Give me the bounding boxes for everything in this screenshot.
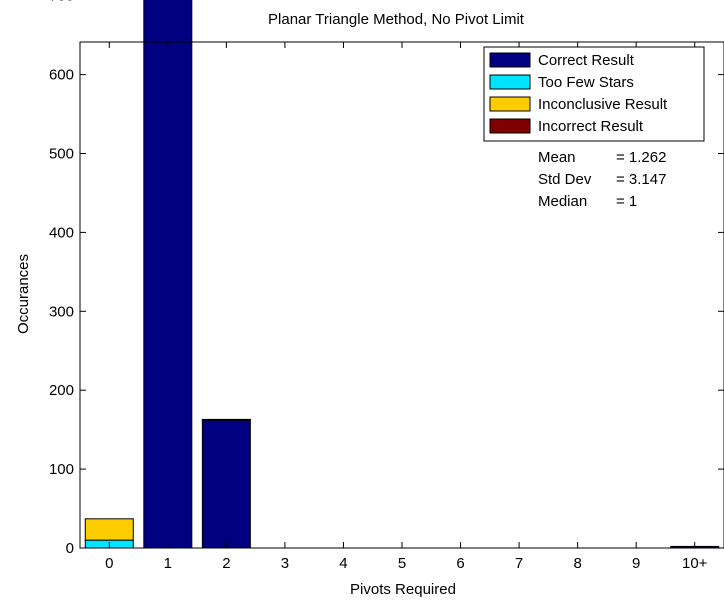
x-tick-label: 3 <box>281 555 289 572</box>
bar-0-inconclusive-result <box>84 518 134 541</box>
x-tick-label: 5 <box>398 555 406 572</box>
legend-label: Inconclusive Result <box>538 96 668 113</box>
y-tick-label: 400 <box>49 224 74 241</box>
x-tick-label: 8 <box>573 555 581 572</box>
legend-entries: Correct Result Too Few Stars Inconclusive … <box>489 52 668 135</box>
y-tick-label: 200 <box>49 382 74 399</box>
y-tick-label: 300 <box>49 303 74 320</box>
y-tick-label: 0 <box>66 540 74 557</box>
legend-swatch <box>489 118 531 134</box>
bar-2-incorrect-result <box>201 418 251 421</box>
legend-swatch <box>489 96 531 112</box>
legend-swatch <box>489 74 531 90</box>
ticks-layer: 0 100 200 300 400 500 600 700 0 1 2 3 4 5 6 7 8 9 10+ <box>49 0 724 572</box>
stat-label: Std Dev <box>538 171 592 188</box>
plot-frame <box>79 41 724 549</box>
legend-label: Incorrect Result <box>538 118 644 135</box>
legend-label: Too Few Stars <box>538 74 634 91</box>
y-tick-label: 700 <box>49 0 74 5</box>
y-axis-label: Occurances <box>15 254 32 334</box>
stat-value: = 1.262 <box>616 149 666 166</box>
x-tick-label: 6 <box>456 555 464 572</box>
stat-value: = 3.147 <box>616 171 666 188</box>
x-tick-label: 0 <box>105 555 113 572</box>
x-tick-label: 10+ <box>682 555 708 572</box>
bar-1-correct-result <box>143 0 193 549</box>
stat-value: = 1 <box>616 193 637 210</box>
x-tick-label: 2 <box>222 555 230 572</box>
chart-title: Planar Triangle Method, No Pivot Limit <box>268 11 525 28</box>
stat-label: Median <box>538 193 587 210</box>
x-tick-label: 1 <box>164 555 172 572</box>
x-tick-label: 4 <box>339 555 347 572</box>
x-tick-label: 7 <box>515 555 523 572</box>
x-axis-label: Pivots Required <box>350 581 456 598</box>
legend: Correct Result Too Few Stars Inconclusive … <box>483 46 705 142</box>
y-tick-label: 500 <box>49 146 74 163</box>
legend-swatch <box>489 52 531 68</box>
stat-label: Mean <box>538 149 576 166</box>
x-tick-label: 9 <box>632 555 640 572</box>
bars-layer <box>84 0 720 549</box>
bar-2-correct-result <box>201 419 251 549</box>
stats-block: Mean = 1.262 Std Dev = 3.147 Median = 1 <box>538 149 666 210</box>
y-tick-label: 600 <box>49 67 74 84</box>
legend-label: Correct Result <box>538 52 635 69</box>
y-tick-label: 100 <box>49 461 74 478</box>
